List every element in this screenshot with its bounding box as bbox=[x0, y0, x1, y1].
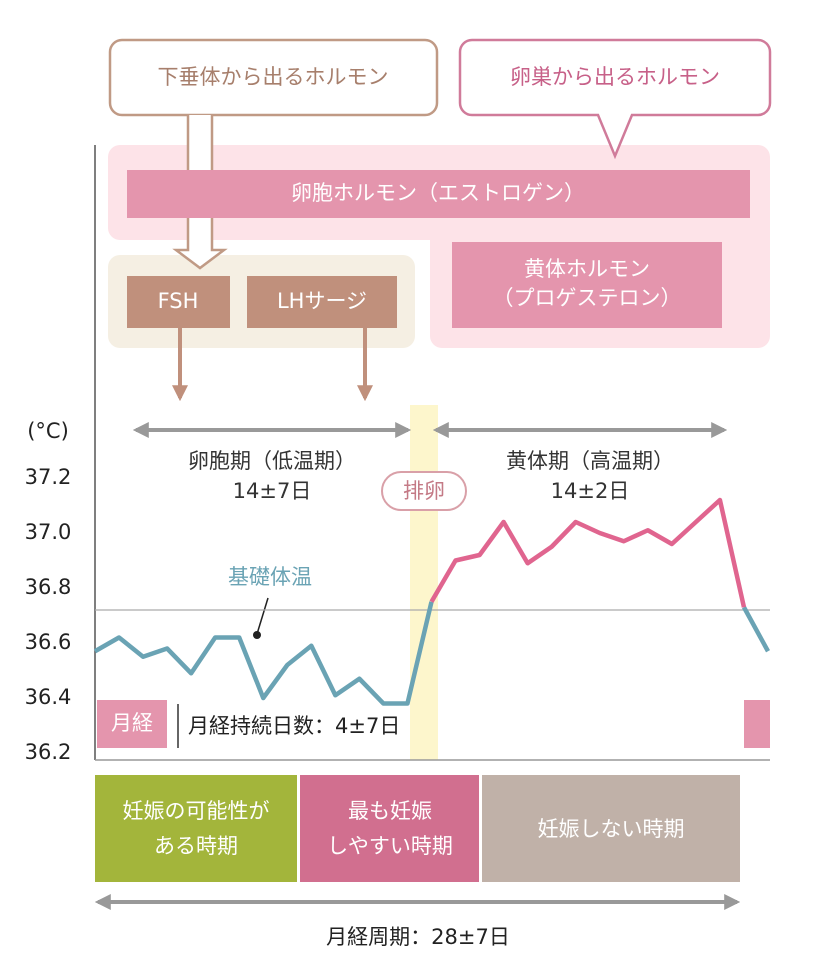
leader-dot bbox=[253, 631, 261, 639]
y-tick-label: 36.2 bbox=[25, 740, 72, 764]
estrogen-bar bbox=[127, 170, 750, 218]
progesterone-label: 黄体ホルモン bbox=[524, 257, 650, 281]
y-tick-label: 37.2 bbox=[25, 465, 72, 489]
phase-box bbox=[95, 775, 297, 882]
phase-label: 妊娠の可能性が bbox=[123, 799, 270, 823]
phase-box bbox=[300, 775, 479, 882]
phase-box bbox=[482, 775, 740, 882]
fsh-label: FSH bbox=[158, 289, 199, 313]
luteal-days: 14±2日 bbox=[551, 479, 630, 503]
phase-label: 最も妊娠 bbox=[348, 799, 432, 823]
ovary-label: 卵巣から出るホルモン bbox=[510, 65, 720, 89]
series-line bbox=[93, 601, 770, 706]
menses-box bbox=[97, 700, 167, 748]
menses-label: 月経 bbox=[111, 711, 153, 735]
y-axis-label: (°C) bbox=[27, 419, 69, 443]
pituitary-box bbox=[108, 38, 439, 117]
leader-line bbox=[256, 597, 269, 635]
ovulation-band bbox=[410, 405, 438, 760]
luteal-label: 黄体期（高温期） bbox=[506, 449, 674, 473]
phase-label: ある時期 bbox=[154, 834, 238, 858]
menses-box bbox=[744, 700, 770, 748]
y-tick-label: 36.8 bbox=[25, 575, 72, 599]
ovulation-pill bbox=[381, 471, 467, 511]
fsh-box bbox=[127, 276, 230, 328]
follicular-label: 卵胞期（低温期） bbox=[188, 449, 356, 473]
lh-label: LHサージ bbox=[277, 289, 367, 313]
phase-label: しやすい時期 bbox=[327, 834, 453, 858]
ovulation-label: 排卵 bbox=[403, 479, 445, 503]
pituitary-label: 下垂体から出るホルモン bbox=[158, 65, 389, 89]
phase-label: 妊娠しない時期 bbox=[538, 817, 685, 841]
y-tick-label: 36.6 bbox=[25, 630, 72, 654]
series-label: 基礎体温 bbox=[228, 565, 312, 589]
y-tick-label: 37.0 bbox=[25, 520, 72, 544]
follicular-days: 14±7日 bbox=[233, 479, 312, 503]
series-line bbox=[429, 497, 747, 608]
progesterone-box bbox=[452, 242, 722, 328]
y-tick-label: 36.4 bbox=[25, 685, 72, 709]
progesterone-label: （プロゲステロン） bbox=[493, 286, 682, 310]
ovary-box bbox=[458, 38, 772, 160]
lh-box bbox=[247, 276, 397, 328]
cycle-label: 月経周期：28±7日 bbox=[326, 925, 510, 949]
estrogen-label: 卵胞ホルモン（エストロゲン） bbox=[291, 181, 585, 205]
menses-days: 月経持続日数：4±7日 bbox=[188, 714, 400, 738]
